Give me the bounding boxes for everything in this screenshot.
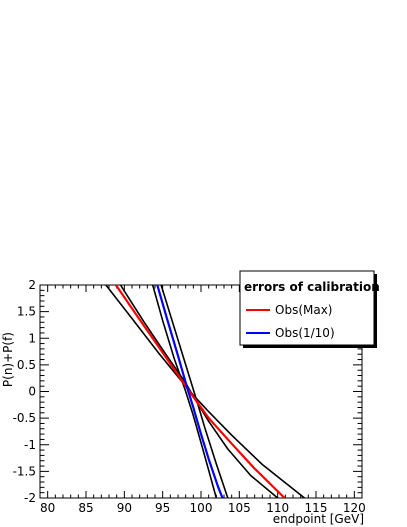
y-tick-label: -2 xyxy=(24,491,36,505)
y-axis-title: P(n)+P(f) xyxy=(1,332,15,387)
legend-title: errors of calibration xyxy=(244,280,380,294)
y-tick-label: -1 xyxy=(24,438,36,452)
y-tick-label: 2 xyxy=(28,278,36,292)
x-tick-label: 95 xyxy=(155,501,170,515)
y-tick-label: 1 xyxy=(28,331,36,345)
x-tick-label: 115 xyxy=(305,501,328,515)
y-tick-label: 1.5 xyxy=(17,305,36,319)
y-tick-label: -0.5 xyxy=(13,411,36,425)
x-axis-title: endpoint [GeV] xyxy=(273,512,364,526)
legend-label-obs-max: Obs(Max) xyxy=(275,303,333,317)
x-tick-label: 85 xyxy=(78,501,93,515)
y-tick-label: 0 xyxy=(28,385,36,399)
curves xyxy=(105,285,305,498)
legend: errors of calibration Obs(Max) Obs(1/10) xyxy=(239,270,380,348)
x-tick-label: 100 xyxy=(190,501,213,515)
band-curve-4 xyxy=(151,285,218,498)
y-tick-label: -1.5 xyxy=(13,464,36,478)
x-tick-label: 110 xyxy=(266,501,289,515)
x-tick-label: 80 xyxy=(40,501,55,515)
band-curve-5 xyxy=(160,285,229,498)
tick-labels: 80 85 90 95 100 105 110 115 120 2 1.5 1 0.5 0 -0.5 -1 -1… xyxy=(13,278,366,515)
legend-label-obs-1-10: Obs(1/10) xyxy=(275,326,335,340)
y-tick-label: 0.5 xyxy=(17,358,36,372)
x-tick-label: 120 xyxy=(343,501,366,515)
series-obs-max xyxy=(114,285,286,498)
x-tick-label: 105 xyxy=(228,501,251,515)
series-obs-1-10 xyxy=(156,285,224,498)
x-tick-label: 90 xyxy=(117,501,132,515)
